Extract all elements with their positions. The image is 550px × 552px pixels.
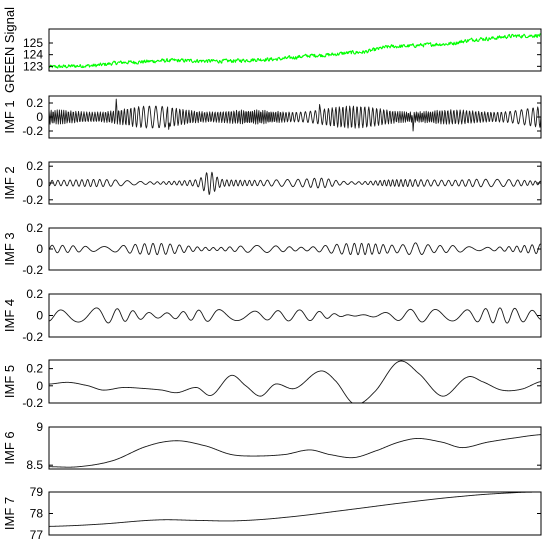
- y-axis-label: IMF 5: [2, 365, 17, 398]
- y-axis-label: IMF 6: [2, 431, 17, 464]
- y-tick-label: 123: [23, 59, 43, 73]
- series-line-4: [48, 242, 542, 256]
- y-axis-label: IMF 3: [2, 232, 17, 265]
- series-line-2: [48, 98, 542, 132]
- panel-6: -0.2 0 0.2 IMF 5: [2, 359, 542, 410]
- series-line-7: [49, 434, 542, 468]
- y-tick-label: 0.2: [26, 362, 43, 376]
- axes-box: [48, 426, 542, 470]
- y-tick-label: 0.2: [26, 287, 43, 301]
- y-tick-label: 8.5: [26, 458, 43, 472]
- y-tick-label: -0.2: [22, 124, 43, 138]
- y-tick-label: 0: [36, 242, 43, 256]
- y-tick-label: 77: [30, 528, 44, 542]
- y-tick-label: 0.2: [26, 221, 43, 235]
- series-line-5: [48, 307, 542, 324]
- panel-5: -0.2 0 0.2 IMF 4: [2, 287, 542, 344]
- y-tick-label: -0.2: [22, 396, 43, 410]
- y-tick-label: 125: [23, 36, 43, 50]
- y-tick-label: -0.2: [22, 330, 43, 344]
- y-tick-label: 78: [30, 507, 44, 521]
- series-line-3: [48, 171, 542, 196]
- panel-7: 8.5 9 IMF 6: [2, 420, 542, 472]
- y-axis-label: IMF 2: [2, 166, 17, 199]
- y-axis-label: IMF 1: [2, 100, 17, 133]
- panel-4: -0.2 0 0.2 IMF 3: [2, 221, 542, 277]
- y-tick-label: 9: [36, 420, 43, 434]
- series-line-1: [48, 32, 542, 69]
- axes-box: [48, 227, 542, 271]
- y-tick-label: -0.2: [22, 263, 43, 277]
- y-tick-label: 0: [36, 379, 43, 393]
- y-tick-label: -0.2: [22, 193, 43, 207]
- y-axis-label: IMF 7: [2, 497, 17, 530]
- y-axis-label: GREEN Signal: [2, 7, 17, 93]
- series-line-6: [48, 360, 542, 404]
- axes-box: [48, 28, 542, 72]
- axes-box: [48, 293, 542, 338]
- y-tick-label: 0.2: [26, 96, 43, 110]
- y-tick-label: 0.2: [26, 159, 43, 173]
- y-tick-label: 0: [36, 110, 43, 124]
- panel-8: 77 78 79 IMF 7: [2, 485, 542, 542]
- y-tick-label: 124: [23, 48, 43, 62]
- axes-box: [48, 359, 542, 404]
- series-line-8: [48, 491, 542, 527]
- panel-3: -0.2 0 0.2 IMF 2: [2, 159, 542, 207]
- axes-box: [48, 491, 542, 536]
- panel-2: -0.200.2 IMF 1: [2, 95, 542, 139]
- y-tick-label: 0: [36, 309, 43, 323]
- y-tick-label: 0: [36, 176, 43, 190]
- y-tick-label: 79: [30, 485, 44, 499]
- y-axis-label: IMF 4: [2, 299, 17, 332]
